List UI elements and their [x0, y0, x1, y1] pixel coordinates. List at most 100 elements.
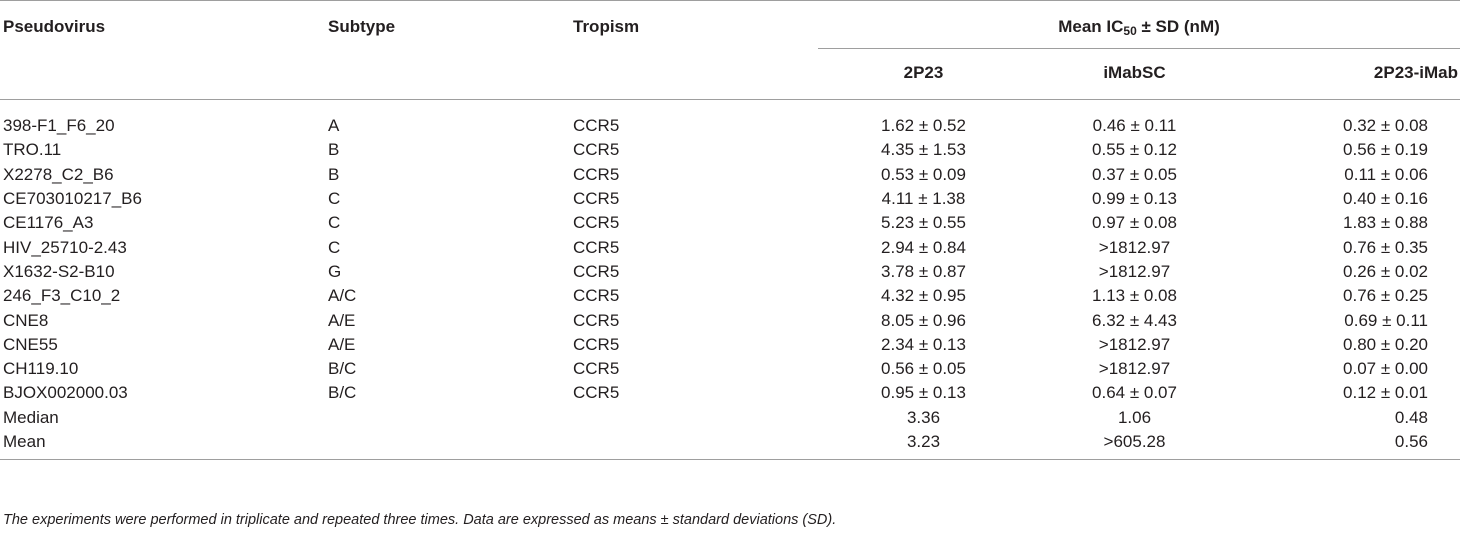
cell-pseudovirus: HIV_25710-2.43	[3, 237, 127, 257]
mean-ic50-suffix: ± SD (nM)	[1136, 17, 1220, 36]
cell-tropism: CCR5	[573, 140, 620, 160]
cell-tropism: CCR5	[573, 237, 620, 257]
cell-2p23-imab: 0.48	[1394, 407, 1428, 427]
cell-imabsc: 0.46 ± 0.11	[1092, 116, 1177, 136]
cell-imabsc: 0.55 ± 0.12	[1092, 140, 1177, 160]
header-row-1: Pseudovirus Subtype Tropism Mean IC50 ± …	[0, 0, 1460, 49]
cell-subtype	[328, 406, 573, 430]
cell-2p23-imab: 0.40 ± 0.16	[1343, 189, 1428, 209]
col-header-subtype: Subtype	[328, 0, 573, 49]
col-header-pseudovirus: Pseudovirus	[0, 0, 328, 49]
cell-tropism: CCR5	[573, 261, 620, 281]
header-blank	[0, 48, 328, 100]
header-blank	[328, 48, 573, 100]
mean-ic50-prefix: Mean IC	[1058, 17, 1124, 36]
cell-subtype: C	[328, 237, 341, 257]
cell-tropism: CCR5	[573, 383, 620, 403]
table-row: X2278_C2_B6 B CCR5 0.53 ± 0.09 0.37 ± 0.05 0.…	[0, 163, 1460, 187]
cell-imabsc: >1812.97	[1098, 261, 1171, 281]
cell-imabsc: 0.97 ± 0.08	[1092, 213, 1177, 233]
cell-subtype: B/C	[328, 383, 357, 403]
cell-tropism: CCR5	[573, 164, 620, 184]
cell-tropism: CCR5	[573, 116, 620, 136]
cell-2p23-imab: 0.76 ± 0.25	[1343, 286, 1428, 306]
cell-2p23-imab: 0.56	[1240, 429, 1460, 461]
cell-subtype: A/E	[328, 334, 356, 354]
cell-pseudovirus: CNE8	[3, 310, 49, 330]
cell-subtype: G	[328, 261, 342, 281]
cell-2p23-imab: 0.80 ± 0.20	[1343, 334, 1428, 354]
cell-tropism	[573, 429, 818, 461]
cell-tropism: CCR5	[573, 286, 620, 306]
cell-pseudovirus: CH119.10	[3, 359, 79, 379]
table-row: 398-F1_F6_20 A CCR5 1.62 ± 0.52 0.46 ± 0.11 0…	[0, 100, 1460, 139]
cell-tropism	[573, 406, 818, 430]
col-header-2p23: 2P23	[818, 48, 1029, 100]
cell-pseudovirus: 398-F1_F6_20	[3, 116, 115, 136]
table-row: CNE55 A/E CCR5 2.34 ± 0.13 >1812.97 0.80 ± 0.…	[0, 333, 1460, 357]
col-header-mean-ic50: Mean IC50 ± SD (nM)	[818, 0, 1460, 49]
cell-2p23: 4.32 ± 0.95	[881, 286, 966, 306]
table-row: Median 3.36 1.06 0.48	[0, 406, 1460, 430]
cell-2p23-imab: 0.56 ± 0.19	[1343, 140, 1428, 160]
cell-subtype: C	[328, 189, 341, 209]
cell-2p23-imab: 0.76 ± 0.35	[1343, 237, 1428, 257]
cell-pseudovirus: X2278_C2_B6	[3, 164, 114, 184]
cell-2p23-imab: 0.26 ± 0.02	[1343, 261, 1428, 281]
cell-imabsc: 1.06	[1117, 407, 1152, 427]
cell-pseudovirus: CNE55	[3, 334, 58, 354]
cell-2p23: 0.56 ± 0.05	[881, 359, 966, 379]
cell-pseudovirus: 246_F3_C10_2	[3, 286, 121, 306]
cell-pseudovirus: Median	[3, 407, 59, 427]
cell-tropism: CCR5	[573, 310, 620, 330]
cell-subtype: A	[328, 116, 340, 136]
table-row: 246_F3_C10_2 A/C CCR5 4.32 ± 0.95 1.13 ± 0.0…	[0, 284, 1460, 308]
table-row: CNE8 A/E CCR5 8.05 ± 0.96 6.32 ± 4.43 0.69 ± …	[0, 308, 1460, 332]
cell-subtype: A/E	[328, 310, 356, 330]
cell-pseudovirus: CE1176_A3	[3, 213, 94, 233]
table-body: 398-F1_F6_20 A CCR5 1.62 ± 0.52 0.46 ± 0.11 0…	[0, 100, 1460, 461]
cell-pseudovirus: Mean	[0, 429, 328, 461]
cell-imabsc: >1812.97	[1098, 237, 1171, 257]
cell-subtype: C	[328, 213, 341, 233]
cell-tropism: CCR5	[573, 189, 620, 209]
table-row: Mean 3.23 >605.28 0.56	[0, 429, 1460, 461]
cell-tropism: CCR5	[573, 359, 620, 379]
col-header-2p23-imab: 2P23-iMab	[1240, 48, 1460, 100]
cell-2p23: 3.23	[818, 429, 1029, 461]
table-row: X1632-S2-B10 G CCR5 3.78 ± 0.87 >1812.97 0.26…	[0, 260, 1460, 284]
table-row: CH119.10 B/C CCR5 0.56 ± 0.05 >1812.97 0.07 ±…	[0, 357, 1460, 381]
table-row: CE703010217_B6 C CCR5 4.11 ± 1.38 0.99 ± 0.1…	[0, 187, 1460, 211]
cell-subtype: B	[328, 164, 340, 184]
cell-tropism: CCR5	[573, 213, 620, 233]
mean-ic50-subscript: 50	[1123, 24, 1137, 38]
cell-subtype	[328, 429, 573, 461]
cell-2p23-imab: 1.83 ± 0.88	[1343, 213, 1428, 233]
table-row: HIV_25710-2.43 C CCR5 2.94 ± 0.84 >1812.97 0.…	[0, 235, 1460, 259]
cell-imabsc: >1812.97	[1098, 359, 1171, 379]
cell-subtype: B	[328, 140, 340, 160]
cell-subtype: A/C	[328, 286, 357, 306]
cell-imabsc: 0.99 ± 0.13	[1092, 189, 1177, 209]
cell-tropism: CCR5	[573, 334, 620, 354]
cell-subtype: B/C	[328, 359, 357, 379]
cell-pseudovirus: CE703010217_B6	[3, 189, 142, 209]
col-header-tropism: Tropism	[573, 0, 818, 49]
cell-imabsc: 0.64 ± 0.07	[1092, 383, 1177, 403]
cell-2p23-imab: 0.69 ± 0.11	[1344, 310, 1428, 330]
table-row: BJOX002000.03 B/C CCR5 0.95 ± 0.13 0.64 ± 0.…	[0, 381, 1460, 405]
cell-2p23: 0.53 ± 0.09	[881, 164, 966, 184]
cell-imabsc: >1812.97	[1098, 334, 1171, 354]
cell-2p23-imab: 0.32 ± 0.08	[1343, 116, 1428, 136]
cell-pseudovirus: X1632-S2-B10	[3, 261, 115, 281]
cell-2p23: 2.34 ± 0.13	[881, 334, 966, 354]
cell-2p23-imab: 0.12 ± 0.01	[1343, 383, 1428, 403]
cell-2p23: 5.23 ± 0.55	[881, 213, 966, 233]
cell-2p23: 4.35 ± 1.53	[881, 140, 966, 160]
cell-2p23-imab: 0.07 ± 0.00	[1343, 359, 1428, 379]
cell-2p23-imab: 0.11 ± 0.06	[1344, 164, 1428, 184]
cell-2p23: 2.94 ± 0.84	[881, 237, 966, 257]
cell-imabsc: >605.28	[1029, 429, 1240, 461]
table-footnote: The experiments were performed in tripli…	[3, 512, 837, 528]
cell-2p23: 8.05 ± 0.96	[881, 310, 966, 330]
